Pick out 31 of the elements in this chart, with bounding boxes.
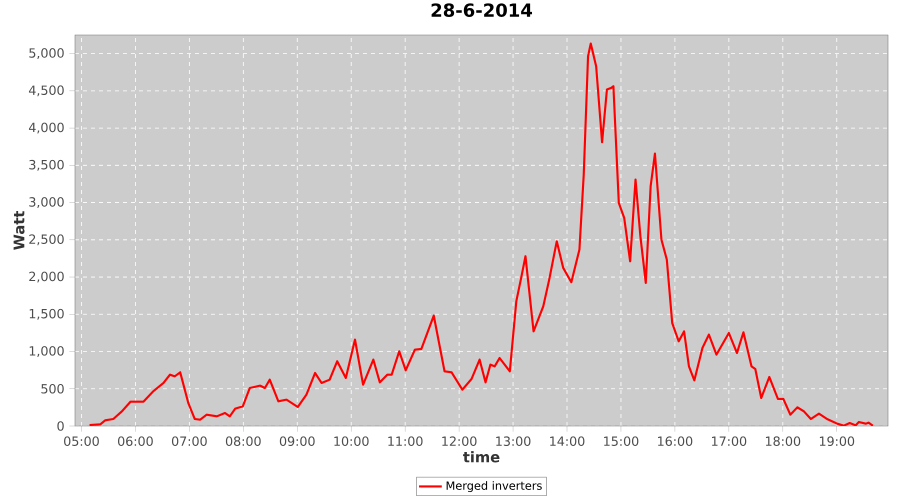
y-tick-label: 500: [41, 384, 64, 394]
legend-label: Merged inverters: [446, 481, 542, 492]
x-tick-label: 08:00: [226, 436, 261, 446]
x-tick-label: 12:00: [442, 436, 477, 446]
x-tick-label: 18:00: [766, 436, 800, 446]
x-tick-label: 19:00: [820, 436, 854, 446]
y-tick-label: 1,000: [30, 346, 64, 357]
x-tick-label: 05:00: [64, 436, 99, 446]
x-tick-label: 16:00: [658, 436, 692, 446]
x-tick-label: 09:00: [280, 436, 315, 446]
y-tick-label: 4,500: [28, 85, 64, 96]
x-tick-label: 17:00: [712, 436, 746, 446]
line-series: [88, 42, 874, 426]
y-tick-label: 3,500: [29, 160, 64, 171]
x-tick-label: 10:00: [334, 436, 369, 446]
chart-title: 28-6-2014: [432, 3, 532, 17]
x-axis-title: time: [463, 451, 500, 462]
y-tick-label: 2,500: [29, 234, 64, 246]
y-axis-title: Watt: [14, 211, 25, 250]
x-tick-label: 06:00: [118, 436, 153, 446]
y-tick-label: 1,500: [30, 308, 64, 320]
x-tick-label: 14:00: [550, 436, 584, 446]
x-tick-label: 15:00: [604, 436, 638, 446]
x-tick-label: 13:00: [496, 436, 530, 446]
y-tick-label: 4,000: [28, 122, 64, 134]
y-tick-label: 0: [57, 421, 64, 431]
y-tick-label: 3,000: [29, 197, 64, 208]
x-tick-label: 11:00: [388, 436, 423, 446]
y-tick-label: 2,000: [29, 272, 64, 282]
x-tick-label: 07:00: [172, 436, 207, 446]
y-tick-label: 5,000: [29, 48, 64, 60]
